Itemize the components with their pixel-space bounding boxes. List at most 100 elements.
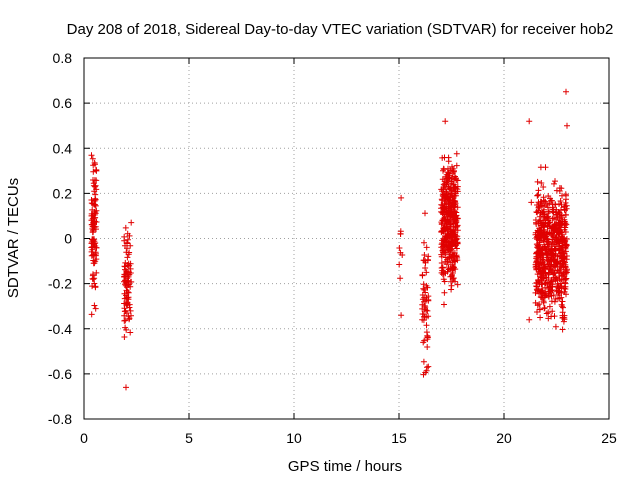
data-point: [562, 199, 569, 206]
data-point: [121, 278, 127, 285]
data-point: [91, 302, 98, 309]
data-point: [420, 311, 427, 318]
data-point: [451, 173, 458, 180]
data-point: [422, 265, 429, 271]
data-point: [541, 266, 548, 273]
data-point: [88, 311, 95, 318]
data-point: [123, 310, 130, 316]
data-point: [554, 267, 561, 274]
data-point: [561, 204, 567, 211]
data-point: [421, 286, 428, 293]
data-point: [546, 280, 553, 287]
data-point: [454, 281, 461, 288]
chart-title: Day 208 of 2018, Sidereal Day-to-day VTE…: [67, 21, 614, 38]
data-point: [448, 282, 455, 289]
data-point: [552, 178, 558, 185]
data-point: [533, 209, 540, 215]
data-point: [90, 257, 97, 264]
data-point: [540, 184, 547, 190]
data-point: [89, 155, 96, 162]
data-point: [546, 208, 553, 215]
data-point: [561, 226, 568, 233]
y-tick-label: 0.4: [53, 140, 73, 156]
data-point: [419, 272, 426, 279]
data-point: [91, 236, 98, 243]
data-point: [546, 229, 553, 236]
data-point: [553, 260, 560, 266]
data-point: [558, 214, 565, 220]
data-point: [397, 228, 404, 235]
data-point: [550, 233, 557, 240]
data-point: [537, 294, 544, 300]
data-point: [552, 201, 559, 208]
data-point: [122, 224, 129, 231]
data-point: [445, 196, 452, 203]
data-point: [542, 280, 549, 286]
data-point: [535, 220, 542, 227]
data-point: [91, 275, 98, 282]
data-point: [123, 249, 130, 256]
data-point: [439, 240, 446, 246]
data-point: [126, 232, 133, 239]
data-point: [538, 180, 545, 186]
data-point: [537, 217, 544, 224]
data-point: [549, 215, 556, 222]
data-point: [398, 194, 405, 201]
data-point: [536, 301, 543, 308]
data-points: [88, 88, 570, 391]
data-point: [535, 250, 542, 257]
data-point: [552, 226, 559, 233]
data-point: [541, 203, 547, 210]
x-tick-label: 0: [80, 430, 88, 446]
data-point: [423, 307, 430, 314]
data-point: [452, 188, 459, 195]
data-point: [555, 285, 562, 292]
data-point: [440, 206, 447, 213]
data-point: [439, 271, 446, 278]
data-point: [546, 269, 552, 276]
data-point: [545, 315, 552, 322]
data-point: [442, 186, 449, 193]
grid-lines: [84, 58, 609, 419]
data-point: [124, 236, 131, 243]
data-point: [438, 253, 445, 260]
data-point: [443, 223, 450, 230]
data-point: [424, 334, 431, 341]
data-point: [440, 276, 447, 283]
data-point: [544, 204, 551, 211]
data-point: [445, 183, 452, 190]
y-tick-label: -0.6: [48, 366, 72, 382]
data-point: [422, 297, 429, 304]
data-point: [397, 275, 404, 282]
data-point: [534, 242, 541, 249]
data-point: [88, 197, 95, 203]
data-point: [122, 259, 129, 266]
data-point: [441, 289, 448, 296]
data-point: [541, 305, 548, 312]
data-point: [92, 195, 99, 202]
data-point: [561, 288, 568, 295]
data-point: [559, 239, 566, 246]
data-point: [564, 122, 570, 129]
data-point: [420, 371, 427, 378]
data-point: [545, 309, 552, 316]
data-point: [556, 217, 563, 224]
x-tick-label: 10: [286, 430, 302, 446]
data-point: [121, 300, 128, 307]
data-point: [420, 285, 427, 292]
data-point: [454, 254, 461, 261]
data-point: [550, 206, 556, 213]
data-point: [91, 188, 98, 195]
plot-frame: [83, 57, 610, 420]
data-point: [90, 240, 97, 247]
tick-labels: 0 5 10 15 20 25 -0.8 -0.6 -0.4 -0.2 0 0.2 0.4 0.6 0.8: [48, 50, 617, 446]
data-point: [442, 118, 449, 125]
data-point: [89, 252, 96, 258]
data-point: [449, 194, 456, 201]
data-point: [438, 205, 445, 212]
data-point: [123, 326, 130, 333]
data-point: [552, 277, 559, 284]
data-point: [563, 221, 570, 228]
data-point: [124, 294, 131, 301]
data-point: [563, 275, 570, 282]
